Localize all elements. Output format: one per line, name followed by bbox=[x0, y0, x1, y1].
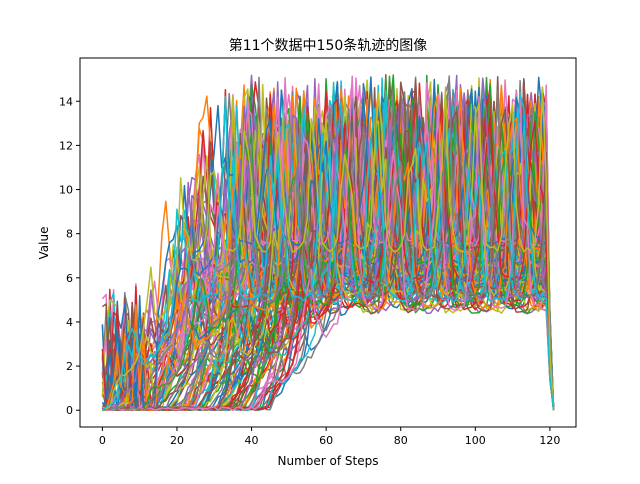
series-line bbox=[102, 96, 555, 411]
series-line bbox=[102, 75, 555, 411]
y-tick-label: 8 bbox=[66, 228, 73, 241]
series-layer bbox=[101, 74, 555, 411]
y-tick-label: 12 bbox=[59, 139, 73, 152]
plot-frame bbox=[79, 57, 577, 428]
y-tick-label: 6 bbox=[66, 272, 73, 285]
y-tick-label: 4 bbox=[66, 316, 73, 329]
x-tick-label: 80 bbox=[394, 434, 408, 447]
y-tick-label: 14 bbox=[59, 95, 73, 108]
series-line bbox=[102, 84, 555, 411]
x-tick-label: 120 bbox=[539, 434, 560, 447]
x-tick-label: 40 bbox=[245, 434, 259, 447]
y-axis-label: Value bbox=[37, 227, 51, 260]
series-line bbox=[101, 87, 555, 411]
chart-title: 第11个数据中150条轨迹的图像 bbox=[229, 37, 428, 54]
x-axis: 0 20 40 60 80 100 120 bbox=[99, 427, 560, 447]
x-axis-label: Number of Steps bbox=[278, 454, 379, 468]
series-line bbox=[102, 75, 555, 411]
series-line bbox=[101, 78, 555, 411]
series-line bbox=[102, 77, 555, 411]
y-tick-label: 10 bbox=[59, 184, 73, 197]
y-axis: 0 2 4 6 8 10 12 14 bbox=[59, 95, 80, 417]
y-tick-label: 2 bbox=[66, 360, 73, 373]
x-tick-label: 100 bbox=[465, 434, 486, 447]
series-line bbox=[102, 86, 555, 411]
x-tick-label: 0 bbox=[99, 434, 106, 447]
series-line bbox=[101, 92, 555, 411]
y-tick-label: 0 bbox=[66, 404, 73, 417]
x-tick-label: 20 bbox=[170, 434, 184, 447]
x-tick-label: 60 bbox=[319, 434, 333, 447]
